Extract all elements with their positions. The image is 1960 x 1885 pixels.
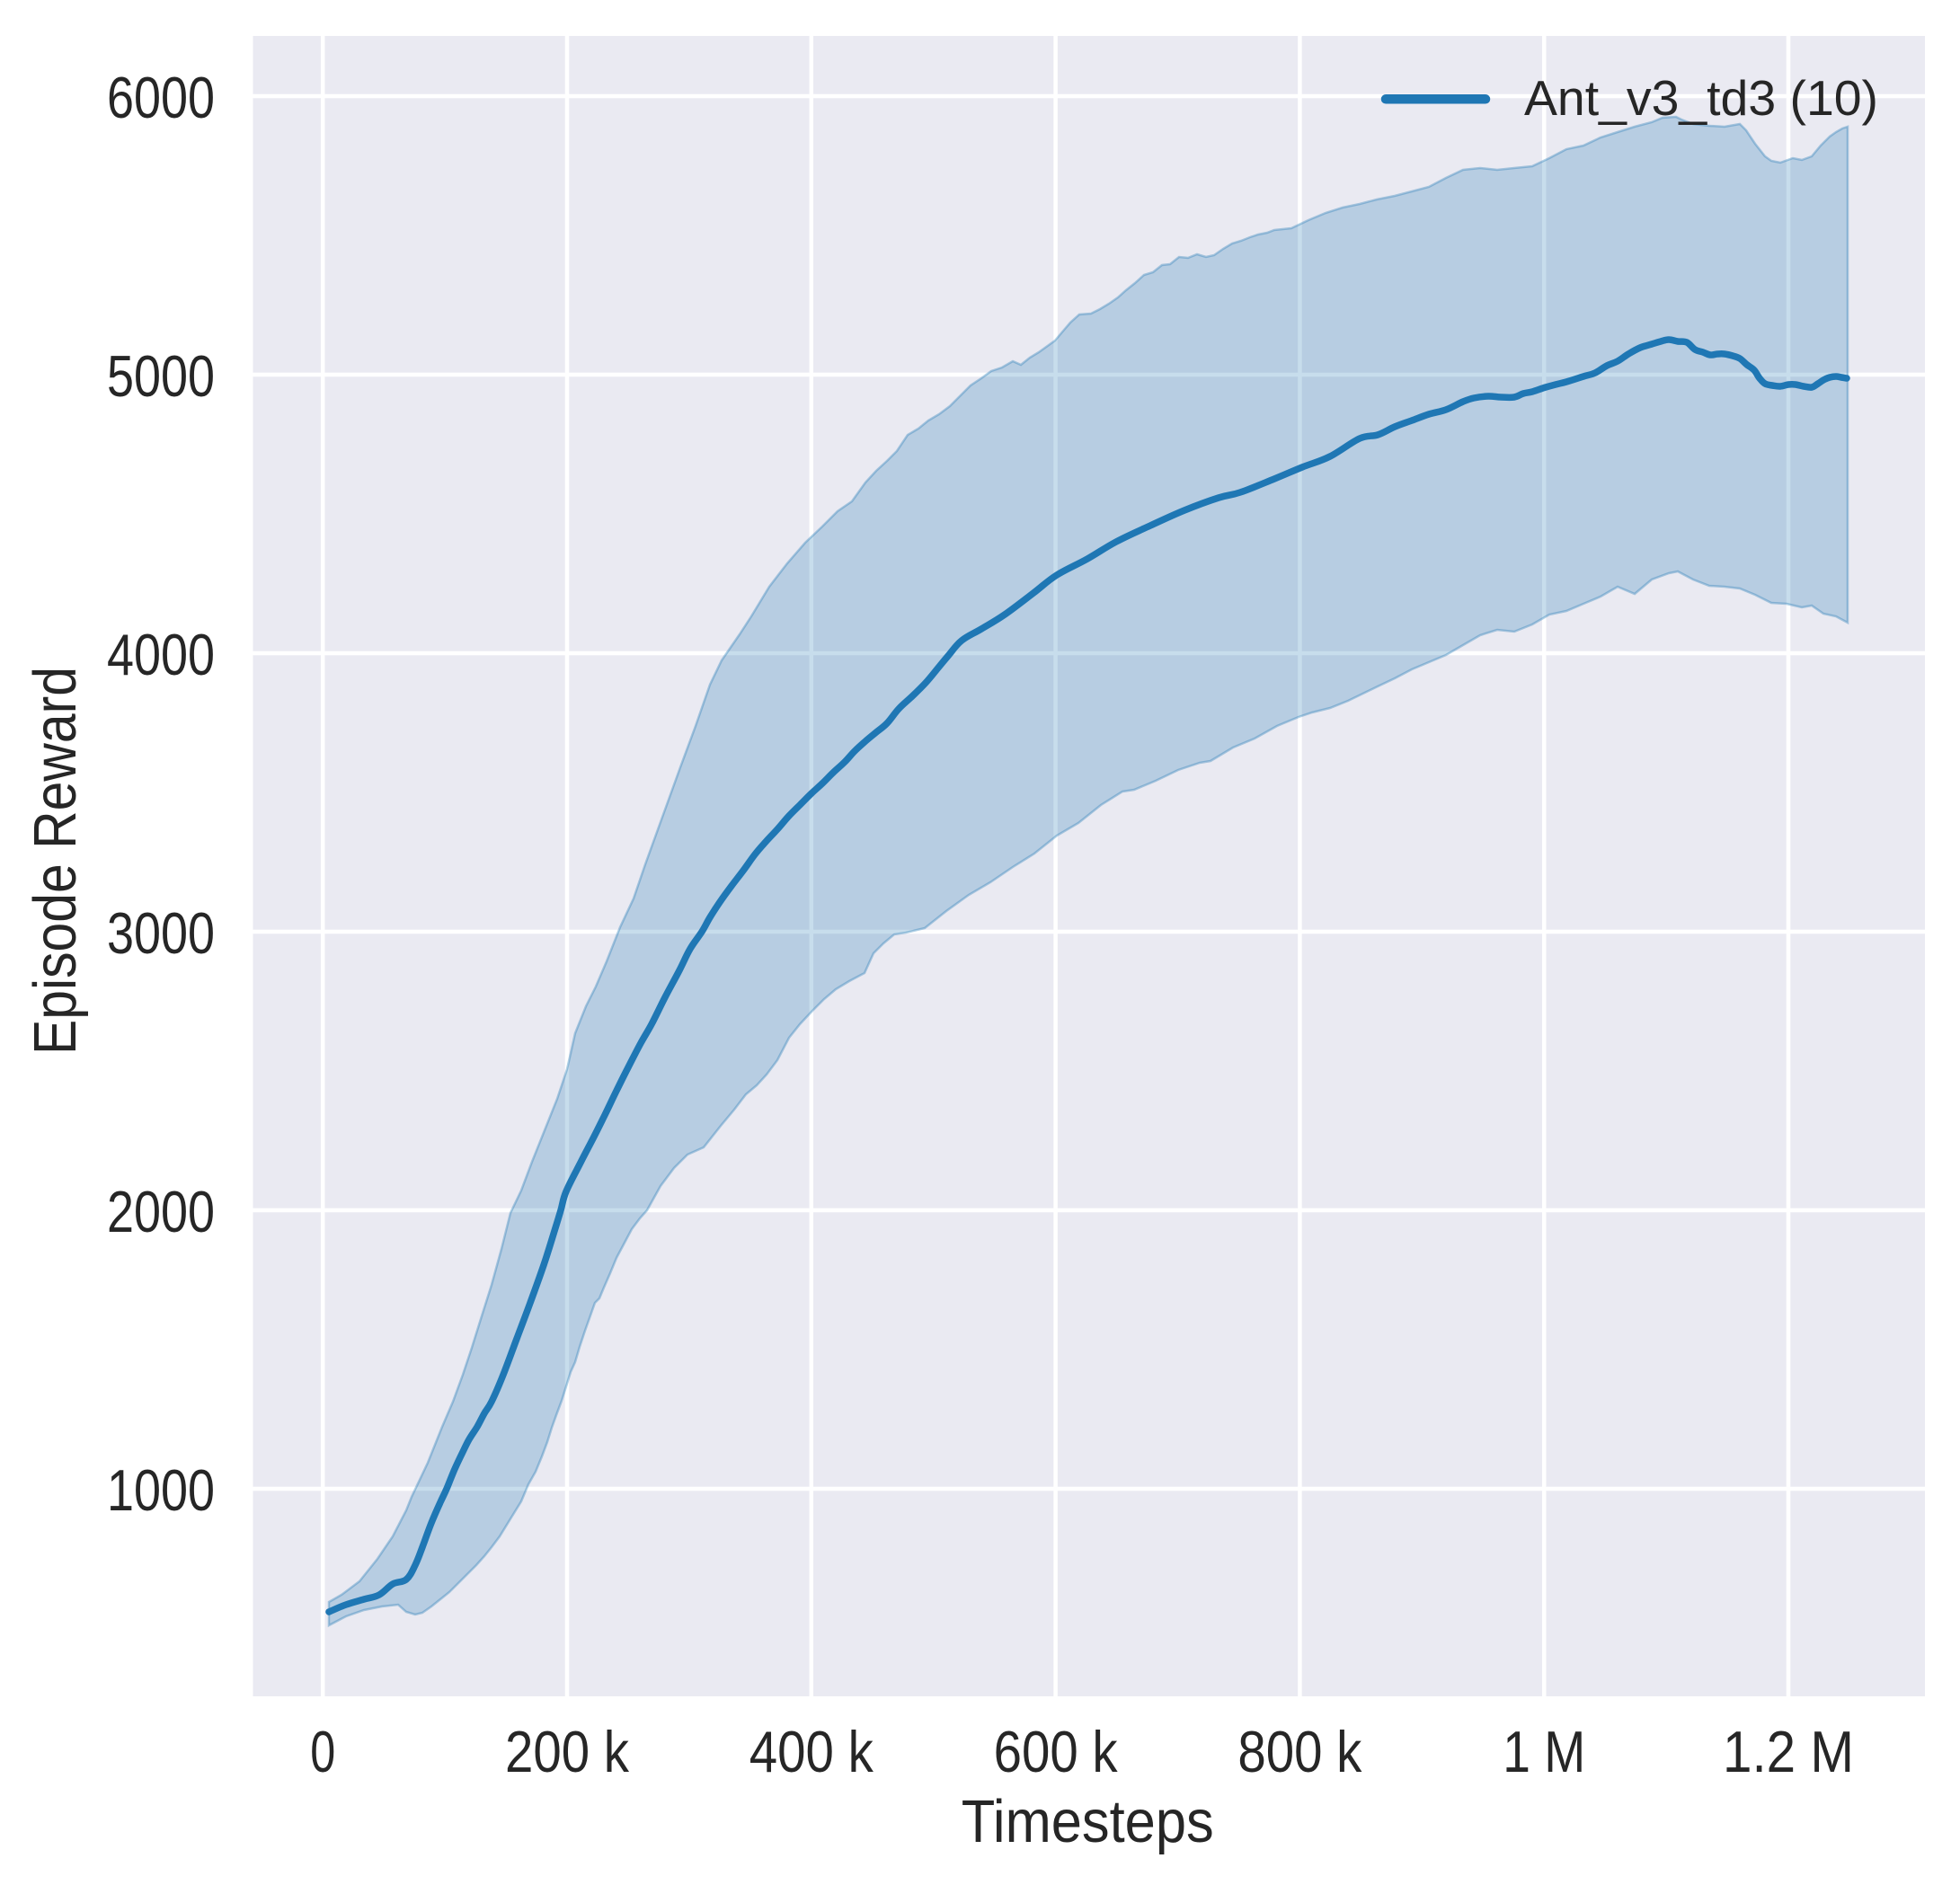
svg-text:1000: 1000 bbox=[107, 1457, 215, 1523]
svg-text:800 k: 800 k bbox=[1237, 1719, 1361, 1784]
svg-text:0: 0 bbox=[310, 1719, 335, 1784]
svg-text:400 k: 400 k bbox=[749, 1719, 874, 1784]
svg-text:Timesteps: Timesteps bbox=[962, 1788, 1214, 1855]
svg-text:1.2 M: 1.2 M bbox=[1723, 1719, 1854, 1784]
svg-text:200 k: 200 k bbox=[505, 1719, 629, 1784]
svg-text:1 M: 1 M bbox=[1503, 1719, 1585, 1784]
svg-text:3000: 3000 bbox=[107, 900, 215, 966]
svg-text:5000: 5000 bbox=[107, 343, 215, 409]
svg-text:4000: 4000 bbox=[107, 622, 215, 687]
svg-text:Episode Reward: Episode Reward bbox=[22, 667, 89, 1055]
svg-text:600 k: 600 k bbox=[994, 1719, 1118, 1784]
svg-text:2000: 2000 bbox=[107, 1179, 215, 1244]
svg-text:6000: 6000 bbox=[107, 65, 215, 130]
svg-text:Ant_v3_td3 (10): Ant_v3_td3 (10) bbox=[1524, 70, 1878, 126]
